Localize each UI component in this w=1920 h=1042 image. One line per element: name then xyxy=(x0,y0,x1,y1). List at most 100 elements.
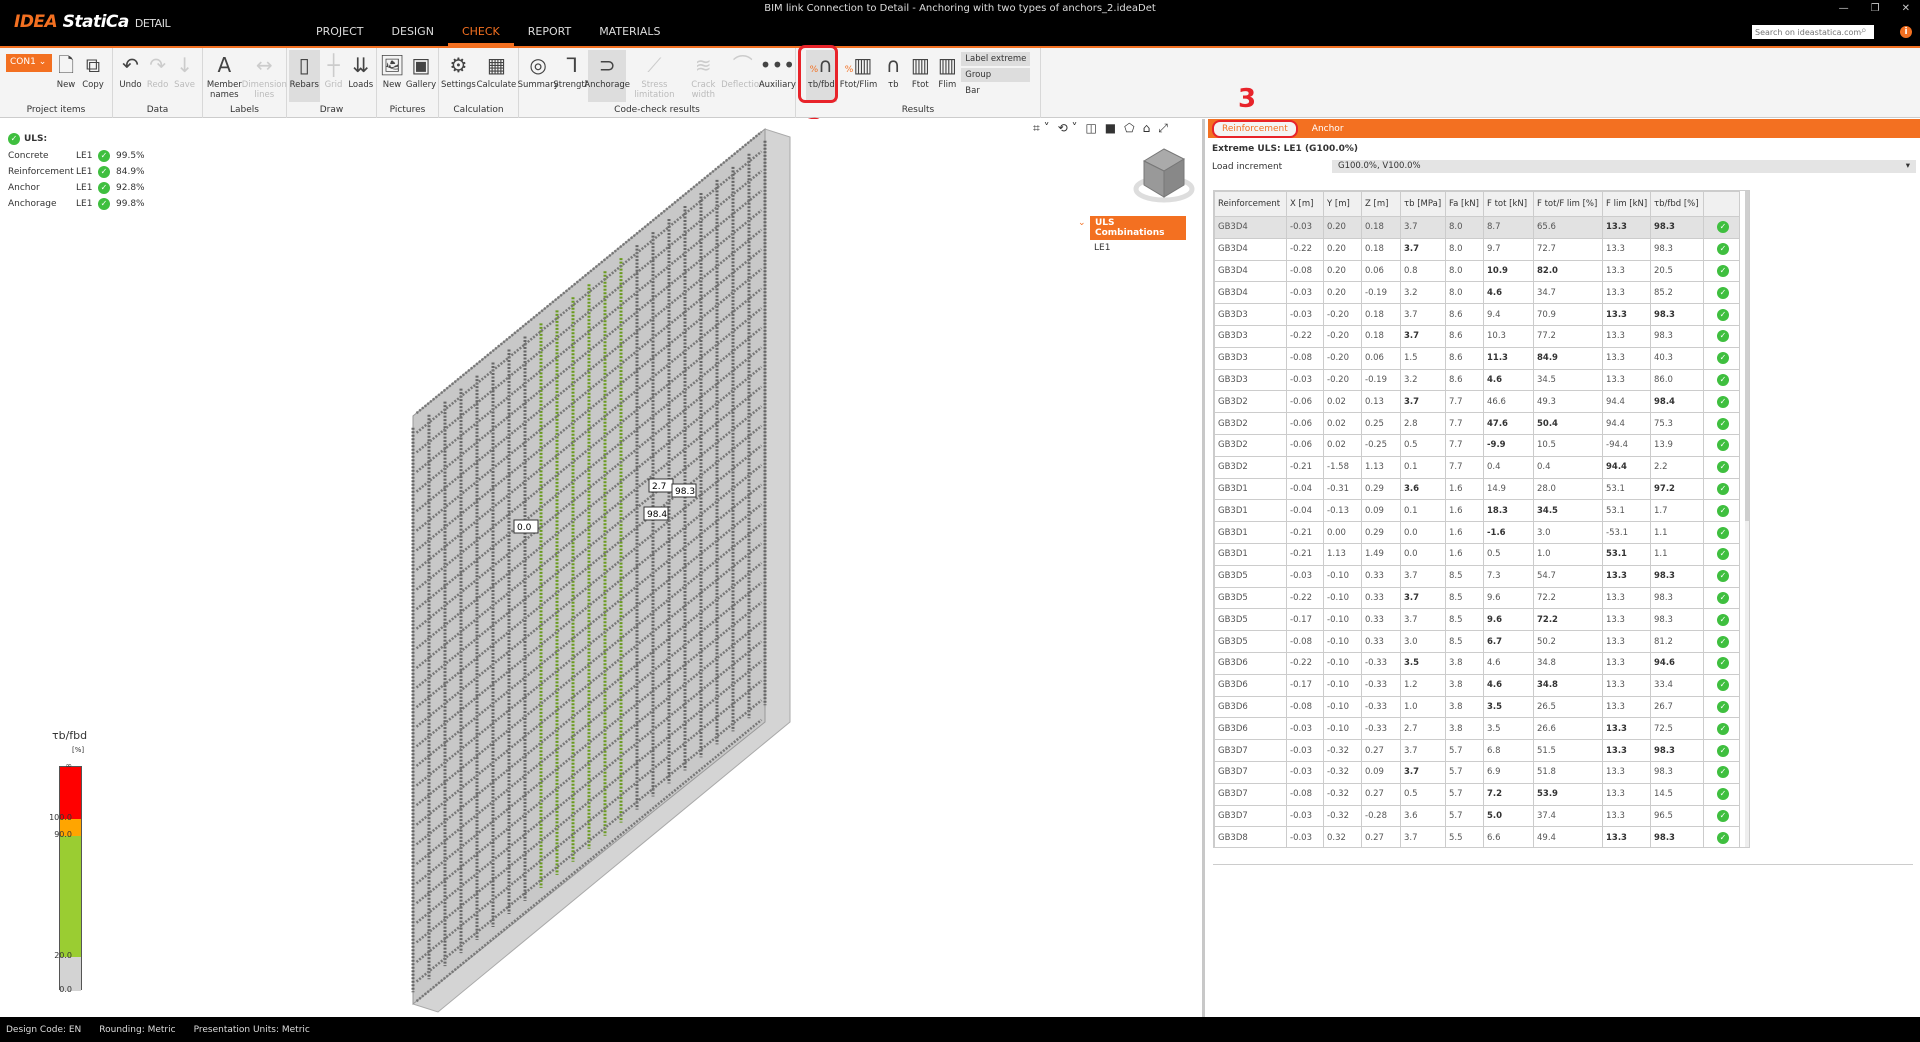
table-row[interactable]: GB3D4 -0.03 0.20 0.18 3.7 8.0 8.7 65.6 13.3 98.3 ✓ xyxy=(1214,216,1740,239)
summary-button[interactable]: ◎ Summary xyxy=(518,50,559,102)
summary-row-concrete[interactable]: Concrete LE1 ✓ 99.5% xyxy=(8,148,145,164)
close-icon[interactable]: ✕ xyxy=(1901,3,1910,14)
table-row[interactable]: GB3D6 -0.22 -0.10 -0.33 3.5 3.8 4.6 34.8 13.3 94.… xyxy=(1214,651,1740,675)
rebar-model[interactable]: 0.0 2.7 98.3 98.4 xyxy=(0,119,1200,1017)
column-header[interactable]: Z [m] xyxy=(1361,191,1401,217)
table-row[interactable]: GB3D7 -0.03 -0.32 -0.28 3.6 5.7 5.0 37.4 13.3 96.… xyxy=(1214,804,1740,828)
deflection-button[interactable]: ⌒ Deflection xyxy=(721,50,764,102)
table-row[interactable]: GB3D3 -0.08 -0.20 0.06 1.5 8.6 11.3 84.9 13.3 40.… xyxy=(1214,346,1740,370)
table-row[interactable]: GB3D6 -0.08 -0.10 -0.33 1.0 3.8 3.5 26.5 13.3 26.… xyxy=(1214,695,1740,719)
gallery-button[interactable]: ▣ Gallery xyxy=(406,50,436,102)
ftot-flim-button[interactable]: %▥ Ftot/Flim xyxy=(838,50,880,102)
table-row[interactable]: GB3D5 -0.17 -0.10 0.33 3.7 8.5 9.6 72.2 13.3 98.3… xyxy=(1214,608,1740,632)
project-item-dropdown[interactable]: CON1 ⌄ xyxy=(6,54,52,72)
column-header[interactable]: F lim [kN] xyxy=(1602,191,1651,217)
table-row[interactable]: GB3D7 -0.03 -0.32 0.27 3.7 5.7 6.8 51.5 13.3 98.3… xyxy=(1214,739,1740,762)
grid-button[interactable]: ┼ Grid xyxy=(321,50,347,102)
table-row[interactable]: GB3D1 -0.04 -0.13 0.09 0.1 1.6 18.3 34.5 53.1 1.7… xyxy=(1214,499,1740,523)
bar-button[interactable]: Bar xyxy=(965,86,980,96)
rebars-button[interactable]: ▯ Rebars xyxy=(289,50,320,102)
summary-row-anchor[interactable]: Anchor LE1 ✓ 92.8% xyxy=(8,180,145,196)
stress-limitation-button[interactable]: ⟋ Stress limitation xyxy=(627,50,682,102)
new-button[interactable]: 🗋 New xyxy=(53,50,79,102)
table-row[interactable]: GB3D2 -0.06 0.02 -0.25 0.5 7.7 -9.9 10.5 -94.4 13… xyxy=(1214,433,1740,457)
table-row[interactable]: GB3D1 -0.04 -0.31 0.29 3.6 1.6 14.9 28.0 53.1 97.… xyxy=(1214,477,1740,501)
dimension-lines-button[interactable]: ↔ Dimension lines xyxy=(242,50,287,102)
table-row[interactable]: GB3D5 -0.22 -0.10 0.33 3.7 8.5 9.6 72.2 13.3 98.3… xyxy=(1214,586,1740,610)
column-header[interactable]: F tot/F lim [%] xyxy=(1533,191,1603,217)
minimize-icon[interactable]: — xyxy=(1838,3,1849,14)
redo-button[interactable]: ↷ Redo xyxy=(145,50,171,102)
tree-item-le1[interactable]: LE1 xyxy=(1094,243,1111,253)
label-extreme-button[interactable]: Label extreme xyxy=(961,52,1031,66)
search-input[interactable] xyxy=(1752,25,1874,39)
auxiliary-button[interactable]: ••• Auxiliary xyxy=(759,50,796,102)
restore-icon[interactable]: ❐ xyxy=(1870,3,1880,14)
crop-icon[interactable]: ⌗ ˅ xyxy=(1033,121,1050,135)
section-icon[interactable]: ⬠ xyxy=(1124,121,1135,135)
wireframe-icon[interactable]: ◫ xyxy=(1085,121,1097,135)
search-icon[interactable]: ⌕ xyxy=(1861,25,1867,36)
b-button[interactable]: ∩ τb xyxy=(880,50,906,102)
table-row[interactable]: GB3D2 -0.06 0.02 0.25 2.8 7.7 47.6 50.4 94.4 75.3… xyxy=(1214,412,1740,435)
column-header[interactable]: τb [MPa] xyxy=(1400,191,1446,217)
tab-design[interactable]: DESIGN xyxy=(391,25,434,38)
strength-button[interactable]: ᒣ Strength xyxy=(553,50,590,102)
tab-reinforcement[interactable]: Reinforcement xyxy=(1212,119,1298,138)
column-header[interactable]: τb/fbd [%] xyxy=(1650,191,1704,217)
table-row[interactable]: GB3D1 -0.21 0.00 0.29 0.0 1.6 -1.6 3.0 -53.1 1.1 ✓ xyxy=(1214,521,1740,544)
anchorage-button[interactable]: ⊃ Anchorage xyxy=(584,50,630,102)
home-icon[interactable]: ⌂ xyxy=(1142,121,1151,135)
member-names-button[interactable]: A Member names xyxy=(205,50,244,102)
scrollbar-thumb[interactable] xyxy=(1745,191,1749,521)
solid-icon[interactable]: ■ xyxy=(1104,121,1117,135)
copy-button[interactable]: ⧉ Copy xyxy=(80,50,106,102)
summary-row-anchorage[interactable]: Anchorage LE1 ✓ 99.8% xyxy=(8,196,145,212)
tab-anchor[interactable]: Anchor xyxy=(1311,123,1344,134)
table-row[interactable]: GB3D6 -0.03 -0.10 -0.33 2.7 3.8 3.5 26.6 13.3 72.… xyxy=(1214,717,1740,741)
column-header[interactable]: F tot [kN] xyxy=(1483,191,1534,217)
tab-materials[interactable]: MATERIALS xyxy=(599,25,661,38)
table-row[interactable]: GB3D4 -0.22 0.20 0.18 3.7 8.0 9.7 72.7 13.3 98.3 ✓ xyxy=(1214,237,1740,261)
table-row[interactable]: GB3D2 -0.21 -1.58 1.13 0.1 7.7 0.4 0.4 94.4 2.2 ✓ xyxy=(1214,455,1740,479)
table-row[interactable]: GB3D5 -0.03 -0.10 0.33 3.7 8.5 7.3 54.7 13.3 98.3… xyxy=(1214,564,1740,588)
table-row[interactable]: GB3D4 -0.03 0.20 -0.19 3.2 8.0 4.6 34.7 13.3 85.2… xyxy=(1214,281,1740,305)
crack-width-button[interactable]: ≋ Crack width xyxy=(683,50,724,102)
table-row[interactable]: GB3D1 -0.21 1.13 1.49 0.0 1.6 0.5 1.0 53.1 1.1 ✓ xyxy=(1214,542,1740,566)
tab-project[interactable]: PROJECT xyxy=(316,25,364,38)
chevron-down-icon[interactable]: ⌄ xyxy=(1078,218,1086,228)
settings-button[interactable]: ⚙ Settings xyxy=(441,50,476,102)
table-row[interactable]: GB3D3 -0.03 -0.20 -0.19 3.2 8.6 4.6 34.5 13.3 86.… xyxy=(1214,368,1740,392)
3d-viewport[interactable]: 0.0 2.7 98.3 98.4 ✓ ULS: Concrete LE1 ✓ 99.5% Re… xyxy=(0,119,1205,1017)
table-row[interactable]: GB3D7 -0.03 -0.32 0.09 3.7 5.7 6.9 51.8 13.3 98.3… xyxy=(1214,760,1740,784)
table-row[interactable]: GB3D3 -0.22 -0.20 0.18 3.7 8.6 10.3 77.2 13.3 98.… xyxy=(1214,324,1740,348)
summary-row-reinforcement[interactable]: Reinforcement LE1 ✓ 84.9% xyxy=(8,164,145,180)
ftot-button[interactable]: ▥ Ftot xyxy=(907,50,933,102)
table-row[interactable]: GB3D6 -0.17 -0.10 -0.33 1.2 3.8 4.6 34.8 13.3 33.… xyxy=(1214,673,1740,697)
calculate-button[interactable]: ▦ Calculate xyxy=(477,50,517,102)
save-button[interactable]: ↓ Save xyxy=(172,50,198,102)
info-icon[interactable]: i xyxy=(1900,26,1912,38)
tree-item-uls-combinations[interactable]: ULS Combinations xyxy=(1090,216,1186,240)
table-row[interactable]: GB3D2 -0.06 0.02 0.13 3.7 7.7 46.6 49.3 94.4 98.4… xyxy=(1214,390,1740,414)
fullscreen-icon[interactable]: ⤢ xyxy=(1158,121,1168,135)
load-increment-dropdown[interactable]: G100.0%, V100.0% ▾ xyxy=(1332,160,1916,173)
column-header[interactable] xyxy=(1703,191,1740,217)
rotate-icon[interactable]: ⟲ ˅ xyxy=(1057,121,1078,135)
column-header[interactable]: Y [m] xyxy=(1323,191,1362,217)
table-row[interactable]: GB3D7 -0.08 -0.32 0.27 0.5 5.7 7.2 53.9 13.3 14.5… xyxy=(1214,782,1740,806)
undo-button[interactable]: ↶ Undo xyxy=(117,50,143,102)
b-fbd-button[interactable]: %∩ τb/fbd xyxy=(805,50,837,102)
table-row[interactable]: GB3D3 -0.03 -0.20 0.18 3.7 8.6 9.4 70.9 13.3 98.3… xyxy=(1214,303,1740,326)
tab-check[interactable]: CHECK xyxy=(447,24,514,46)
flim-button[interactable]: ▥ Flim xyxy=(934,50,960,102)
column-header[interactable]: Reinforcement xyxy=(1214,191,1287,217)
table-row[interactable]: GB3D8 -0.03 0.32 0.27 3.7 5.5 6.6 49.4 13.3 98.3 ✓ xyxy=(1214,826,1740,847)
new-button[interactable]: 🖼 New xyxy=(379,50,405,102)
table-row[interactable]: GB3D4 -0.08 0.20 0.06 0.8 8.0 10.9 82.0 13.3 20.5… xyxy=(1214,259,1740,283)
table-scrollbar[interactable] xyxy=(1745,191,1749,847)
loads-button[interactable]: ⇊ Loads xyxy=(348,50,374,102)
group-button[interactable]: Group xyxy=(961,68,1031,82)
table-row[interactable]: GB3D5 -0.08 -0.10 0.33 3.0 8.5 6.7 50.2 13.3 81.2… xyxy=(1214,630,1740,653)
column-header[interactable]: X [m] xyxy=(1286,191,1324,217)
